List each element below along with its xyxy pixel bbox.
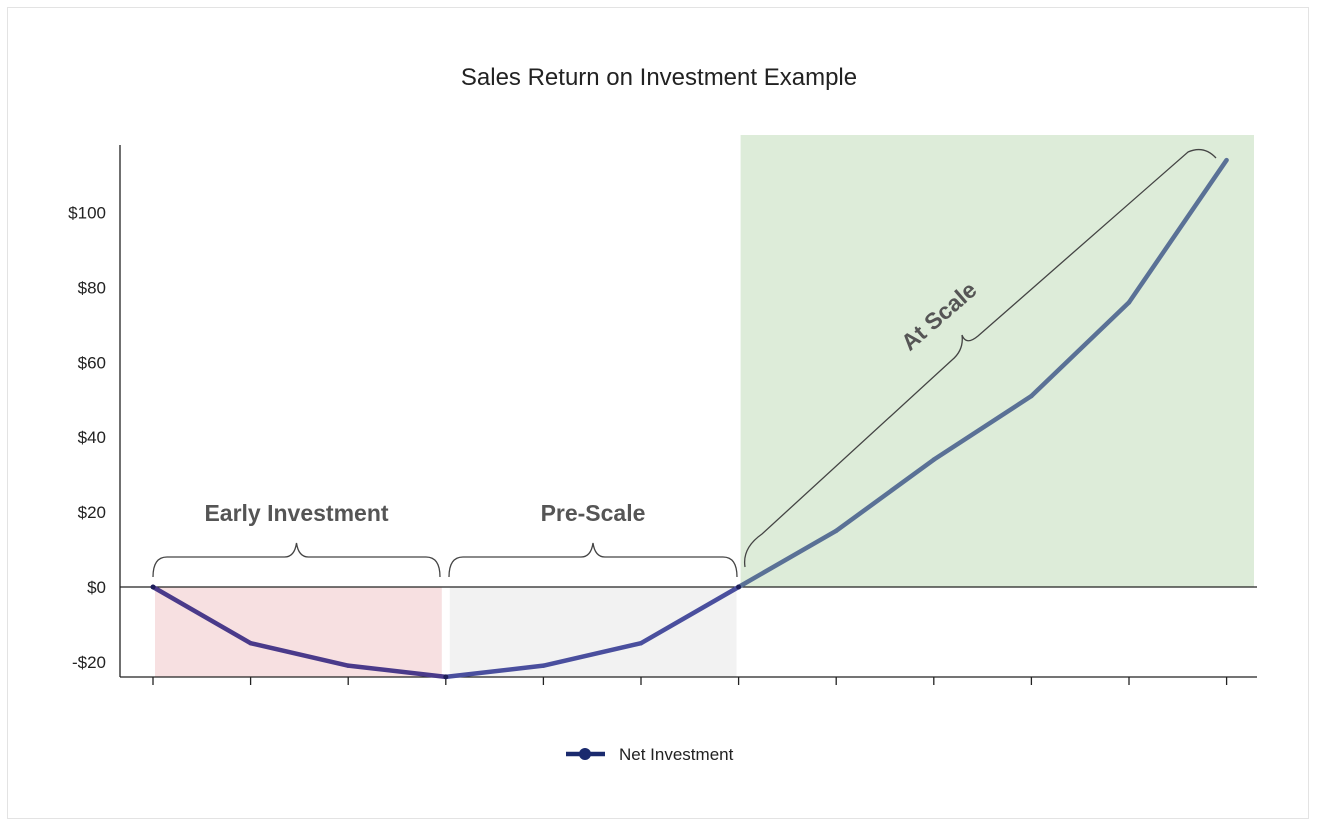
y-tick-label: $20 xyxy=(78,503,106,522)
y-tick-label: $40 xyxy=(78,428,106,447)
series-segment xyxy=(443,663,546,680)
series-segment xyxy=(1029,300,1132,399)
series-point xyxy=(736,584,742,590)
y-tick-label: $60 xyxy=(78,353,106,372)
legend-swatch-marker xyxy=(579,748,591,760)
series-segment xyxy=(833,457,937,534)
series-point xyxy=(443,674,449,680)
brace-at-scale xyxy=(743,148,1217,568)
zone-label-early-investment: Early Investment xyxy=(204,500,388,526)
series-segment xyxy=(248,640,351,668)
region-pre-scale xyxy=(449,587,737,677)
chart-title: Sales Return on Investment Example xyxy=(460,64,858,91)
series-segment xyxy=(638,584,741,646)
y-tick-label: -$20 xyxy=(72,653,106,672)
series-segment xyxy=(150,584,253,646)
regions-layer xyxy=(155,135,1254,677)
legend-layer: Net Investment xyxy=(566,745,734,764)
brace-early-investment xyxy=(152,542,441,578)
series-segment xyxy=(1126,157,1229,305)
brace-pre-scale xyxy=(448,542,738,578)
legend-label-net-investment: Net Investment xyxy=(619,745,734,764)
axes-layer: -$20 $0 $20 $40 $60 $80 $100 xyxy=(68,145,1257,685)
line-layer xyxy=(150,157,1229,680)
zone-label-pre-scale: Pre-Scale xyxy=(541,500,646,526)
series-segment xyxy=(541,640,644,668)
series-segment xyxy=(736,528,839,590)
region-at-scale xyxy=(740,135,1254,587)
series-point xyxy=(150,584,156,590)
series-segment xyxy=(931,393,1034,462)
series-segment xyxy=(345,663,449,680)
y-tick-label: $0 xyxy=(87,578,106,597)
y-tick-label: $100 xyxy=(68,204,106,223)
region-early-investment xyxy=(155,587,442,677)
y-tick-label: $80 xyxy=(78,278,106,297)
